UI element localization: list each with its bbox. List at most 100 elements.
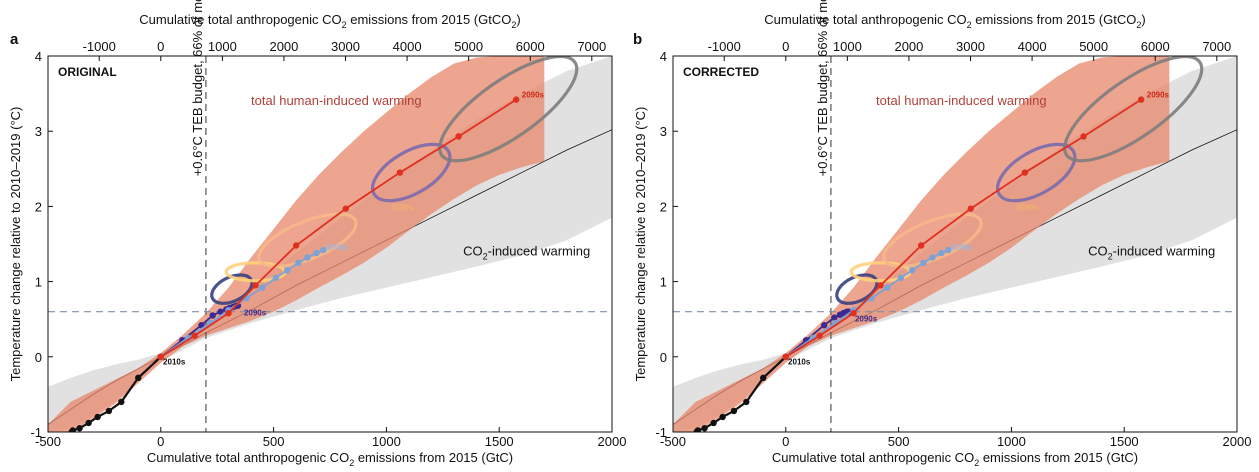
label-part: Cumulative total anthropogenic CO: [147, 450, 349, 465]
high-scenario-point: [877, 282, 884, 289]
plot-frame: [47, 55, 613, 433]
y-tick-label: 0: [35, 350, 42, 365]
x-tick-label: -500: [660, 434, 686, 449]
top-tick-label: 7000: [577, 39, 606, 54]
historical-point: [694, 427, 702, 432]
label-2090s-intermediate: 2090s: [950, 243, 973, 252]
label-part: emissions from 2015 (GtC): [979, 450, 1138, 465]
x-tick-label: 2000: [1223, 434, 1252, 449]
label-2090s-orange: 2090s: [391, 203, 414, 212]
high-scenario-point: [225, 309, 232, 317]
plot-area: [673, 56, 1237, 432]
intermediate-scenario-point: [920, 259, 927, 266]
plot-frame: [672, 55, 1238, 433]
label-part: emissions from 2015 (GtC): [354, 450, 513, 465]
label-2090s-intermediate: 2090s: [325, 243, 348, 252]
label-2010s: 2010s: [163, 357, 186, 366]
high-scenario-point: [512, 96, 520, 103]
high-scenario-point: [1080, 133, 1087, 140]
high-scenario-point: [782, 353, 789, 360]
intermediate-scenario-point: [929, 254, 936, 261]
high-scenario-point: [157, 353, 164, 360]
historical-point: [743, 398, 750, 406]
historical-point: [719, 413, 726, 421]
top-tick-label: 5000: [454, 39, 483, 54]
subscript-part: 2: [511, 20, 516, 30]
intermediate-scenario-point: [272, 274, 280, 282]
y-axis-label: Temperature change relative to 2010–2019…: [633, 107, 648, 382]
top-tick-label: 3000: [331, 39, 360, 54]
uncertainty-ellipse: [438, 56, 579, 163]
y-tick-label: -1: [30, 425, 42, 440]
panel-tag: CORRECTED: [683, 65, 759, 79]
uncertainty-ellipse: [257, 212, 358, 268]
co2-warming-label: CO2-induced warming: [463, 243, 590, 261]
budget-label: +0.6°C TEB budget, 66% of models: [190, 0, 205, 176]
y-tick-label: 2: [660, 199, 667, 214]
co2-warming-label: CO2-induced warming: [1088, 243, 1215, 261]
top-tick-label: 6000: [1141, 39, 1170, 54]
top-tick-label: 7000: [1202, 39, 1231, 54]
historical-point: [118, 398, 125, 406]
historical-point: [760, 374, 767, 382]
intermediate-scenario-point: [884, 284, 891, 291]
high-scenario-point: [292, 242, 300, 249]
intermediate-scenario-point: [945, 246, 952, 254]
y-tick-label: 1: [35, 275, 42, 290]
historical-point: [105, 407, 113, 415]
subscript-part: 2: [1136, 20, 1141, 30]
low-scenario-point: [217, 308, 224, 315]
top-tick-label: 2000: [894, 39, 923, 54]
top-tick-label: -1000: [83, 39, 116, 54]
historical-point: [85, 419, 92, 427]
y-tick-label: 4: [660, 49, 667, 64]
intermediate-scenario-point: [320, 246, 327, 254]
y-axis-label: Temperature change relative to 2010–2019…: [8, 107, 23, 382]
top-tick-label: 4000: [1018, 39, 1047, 54]
high-scenario-point: [252, 282, 259, 289]
subscript-part: 2: [349, 458, 354, 468]
label-2090s-low: 2090s: [855, 315, 878, 324]
x-tick-label: 0: [782, 434, 789, 449]
subscript-part: 2: [967, 20, 972, 30]
label-part: ): [516, 12, 520, 27]
human-warming-label: total human-induced warming: [876, 93, 1047, 108]
y-tick-label: 1: [660, 275, 667, 290]
top-tick-label: 0: [782, 39, 789, 54]
x-axis-label: Cumulative total anthropogenic CO2 emiss…: [772, 450, 1138, 468]
panel-b: -500 0 500 1000 1500 2000 -1 0 1 2 3 4 -1000 0 1000 200…: [633, 0, 1251, 468]
y-tick-label: 3: [35, 124, 42, 139]
label-part: CO: [1088, 243, 1108, 258]
label-2010s: 2010s: [788, 357, 811, 366]
label-part: ): [1141, 12, 1145, 27]
intermediate-scenario-point: [304, 254, 311, 261]
top-tick-label: 5000: [1079, 39, 1108, 54]
plot-area: [48, 56, 612, 432]
high-scenario-point: [1021, 169, 1029, 176]
top-tick-label: 1000: [208, 39, 237, 54]
intermediate-scenario-point: [295, 259, 302, 266]
y-tick-label: 2: [35, 199, 42, 214]
historical-point: [94, 413, 101, 421]
budget-label: +0.6°C TEB budget, 66% of models: [815, 0, 830, 176]
intermediate-scenario-point: [897, 274, 905, 282]
top-x-axis-label: Cumulative total anthropogenic CO2 emiss…: [139, 12, 520, 30]
low-scenario-point: [198, 322, 205, 329]
low-scenario-point: [209, 312, 216, 319]
high-scenario-point: [342, 205, 349, 212]
intermediate-scenario-point: [283, 267, 291, 274]
x-tick-label: 2000: [598, 434, 627, 449]
historical-point: [76, 425, 83, 432]
subscript-part: 2: [974, 458, 979, 468]
y-tick-label: 4: [35, 49, 42, 64]
low-scenario-point: [831, 314, 838, 321]
x-tick-label: 1000: [372, 434, 401, 449]
top-tick-label: 6000: [516, 39, 545, 54]
subscript-part: 2: [1108, 251, 1113, 261]
uncertainty-ellipse: [882, 212, 983, 268]
label-part: Cumulative total anthropogenic CO: [772, 450, 974, 465]
top-tick-label: 1000: [833, 39, 862, 54]
high-scenario-point: [191, 332, 198, 339]
high-scenario-point: [967, 205, 974, 212]
